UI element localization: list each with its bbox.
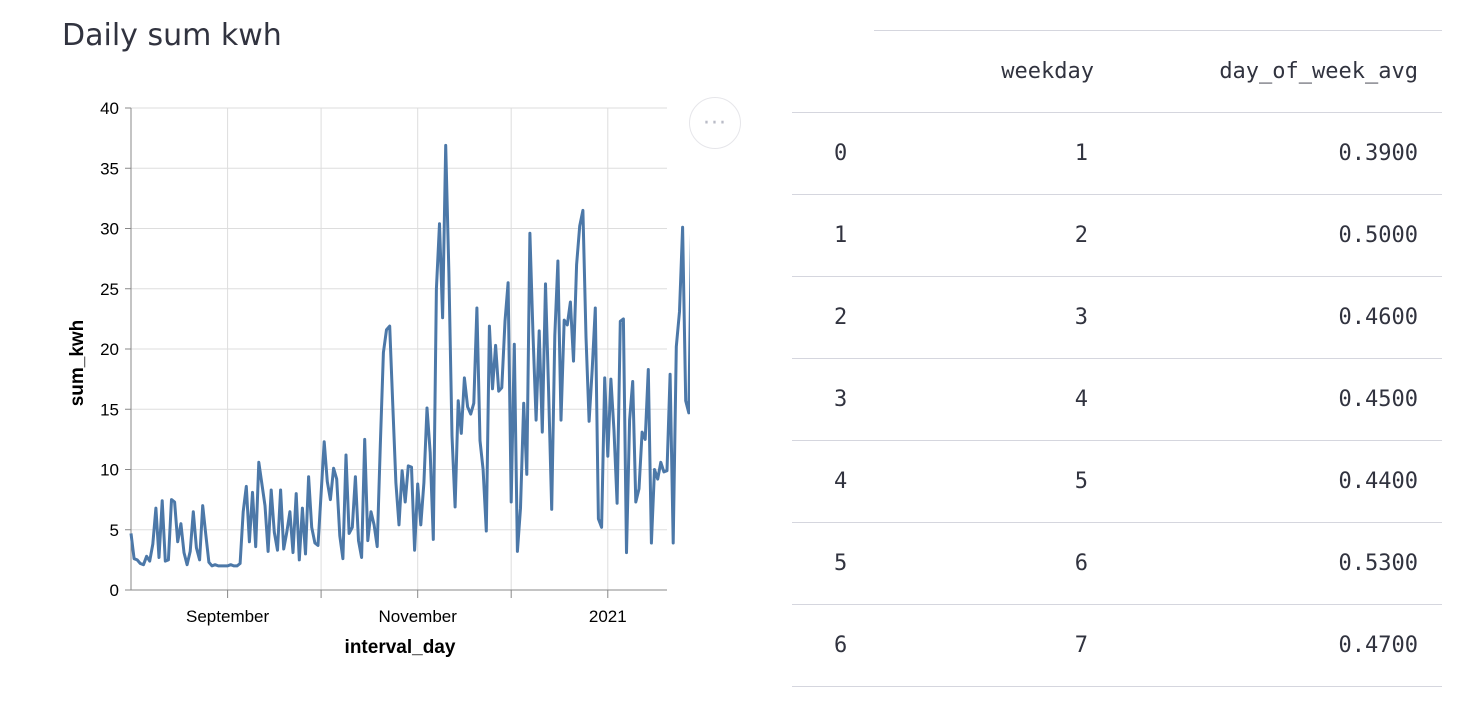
table-row[interactable]: 0 1 0.3900	[792, 112, 1442, 195]
axes	[125, 107, 667, 598]
row-index-cell[interactable]: 4	[792, 440, 948, 523]
y-tick-label: 20	[100, 340, 119, 359]
weekday-cell[interactable]: 3	[948, 276, 1184, 359]
row-index-cell[interactable]: 6	[792, 604, 948, 687]
y-tick-label: 40	[100, 99, 119, 118]
weekday-cell[interactable]: 5	[948, 440, 1184, 523]
y-tick-label: 30	[100, 220, 119, 239]
x-tick-labels: September November 2021	[186, 607, 627, 626]
weekday-cell[interactable]: 6	[948, 522, 1184, 605]
x-tick-label: November	[378, 607, 457, 626]
row-index-cell[interactable]: 1	[792, 194, 948, 277]
row-index-cell[interactable]: 3	[792, 358, 948, 441]
weekday-header[interactable]: weekday	[948, 30, 1184, 113]
y-tick-labels: 0 5 10 15 20 25 30 35 40	[100, 99, 119, 600]
day-of-week-avg-cell[interactable]: 0.4400	[1184, 440, 1442, 523]
row-index-cell[interactable]: 5	[792, 522, 948, 605]
dataframe-table: weekday day_of_week_avg 0 1 0.3900 1 2 0.5000…	[792, 30, 1442, 687]
row-index-cell[interactable]: 0	[792, 112, 948, 195]
table-row[interactable]: 5 6 0.5300	[792, 522, 1442, 605]
weekday-cell[interactable]: 7	[948, 604, 1184, 687]
table-row[interactable]: 6 7 0.4700	[792, 604, 1442, 687]
day-of-week-avg-cell[interactable]: 0.4700	[1184, 604, 1442, 687]
row-index-cell[interactable]: 2	[792, 276, 948, 359]
data-table: weekday day_of_week_avg 0 1 0.3900 1 2 0.5000…	[792, 30, 1442, 687]
data-line[interactable]	[129, 143, 690, 568]
y-tick-label: 0	[110, 581, 119, 600]
table-row[interactable]: 2 3 0.4600	[792, 276, 1442, 359]
y-tick-label: 25	[100, 280, 119, 299]
weekday-cell[interactable]: 2	[948, 194, 1184, 277]
table-body: 0 1 0.3900 1 2 0.5000 2 3 0.4600 3 4 0.4500 4 5 0.4400…	[792, 112, 1442, 687]
x-tick-label: September	[186, 607, 269, 626]
day-of-week-avg-cell[interactable]: 0.3900	[1184, 112, 1442, 195]
y-tick-label: 35	[100, 159, 119, 178]
more-horizontal-icon: ···	[703, 110, 727, 136]
chart-menu-button[interactable]: ···	[689, 97, 741, 149]
day-of-week-avg-cell[interactable]: 0.4500	[1184, 358, 1442, 441]
table-row[interactable]: 1 2 0.5000	[792, 194, 1442, 277]
x-axis-title: interval_day	[345, 637, 456, 658]
line-chart: 0 5 10 15 20 25 30 35 40 September November 2021 i…	[67, 99, 690, 658]
y-gridlines	[131, 107, 667, 591]
table-row[interactable]: 4 5 0.4400	[792, 440, 1442, 523]
day-of-week-avg-cell[interactable]: 0.4600	[1184, 276, 1442, 359]
x-tick-label: 2021	[589, 607, 627, 626]
chart-title: Daily sum kwh	[62, 18, 282, 53]
index-header[interactable]	[792, 30, 948, 113]
day-of-week-avg-header[interactable]: day_of_week_avg	[1184, 30, 1442, 113]
table-header-row: weekday day_of_week_avg	[792, 30, 1442, 113]
weekday-cell[interactable]: 4	[948, 358, 1184, 441]
day-of-week-avg-cell[interactable]: 0.5300	[1184, 522, 1442, 605]
weekday-cell[interactable]: 1	[948, 112, 1184, 195]
y-tick-label: 10	[100, 461, 119, 480]
table-top-border	[874, 30, 1442, 31]
y-axis-title: sum_kwh	[67, 320, 88, 407]
y-tick-label: 15	[100, 400, 119, 419]
day-of-week-avg-cell[interactable]: 0.5000	[1184, 194, 1442, 277]
y-tick-label: 5	[110, 521, 119, 540]
table-row[interactable]: 3 4 0.4500	[792, 358, 1442, 441]
